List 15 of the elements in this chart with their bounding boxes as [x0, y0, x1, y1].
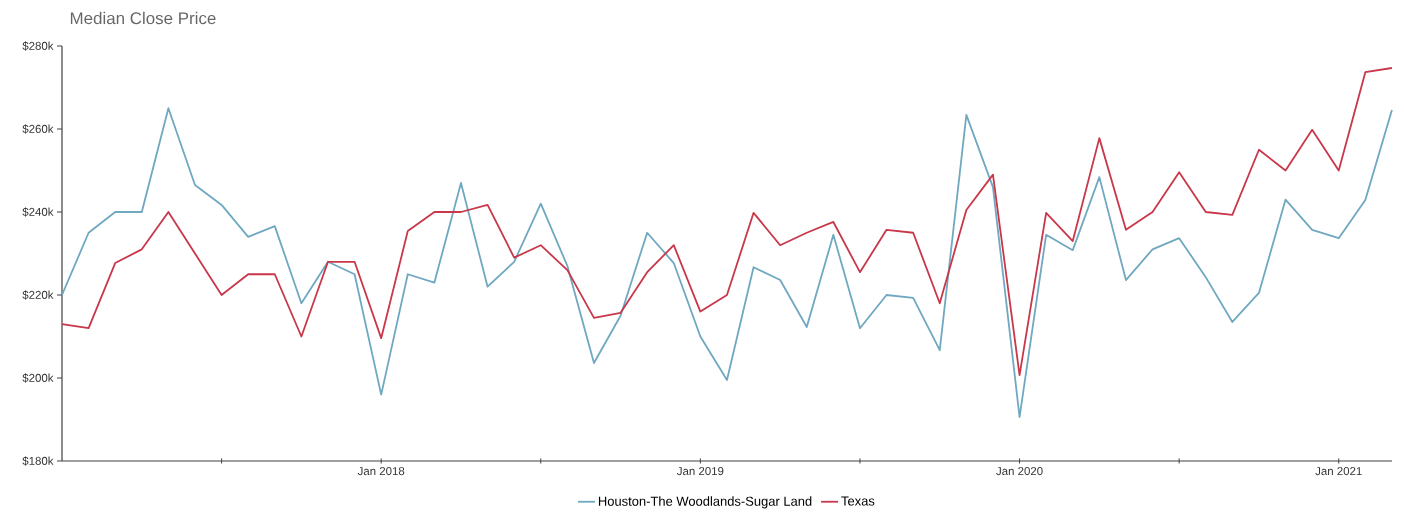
- x-tick-label: Jan 2020: [996, 467, 1043, 476]
- legend-label: Houston-The Woodlands-Sugar Land: [598, 496, 812, 509]
- x-tick-label: Jan 2021: [1315, 467, 1362, 476]
- y-tick-label: $240k: [22, 207, 54, 217]
- line-series: [61, 67, 1393, 376]
- line-series: [61, 107, 1393, 418]
- y-tick-label: $200k: [22, 373, 54, 383]
- chart-title: Median Close Price: [70, 11, 216, 25]
- legend-label: Texas: [841, 496, 875, 506]
- y-tick-label: $220k: [22, 290, 54, 300]
- x-tick-label: Jan 2019: [676, 467, 724, 476]
- y-tick-label: $260k: [22, 124, 54, 134]
- x-tick-label: Jan 2018: [357, 467, 405, 476]
- y-tick-label: $280k: [22, 41, 54, 51]
- y-tick-label: $180k: [22, 456, 54, 466]
